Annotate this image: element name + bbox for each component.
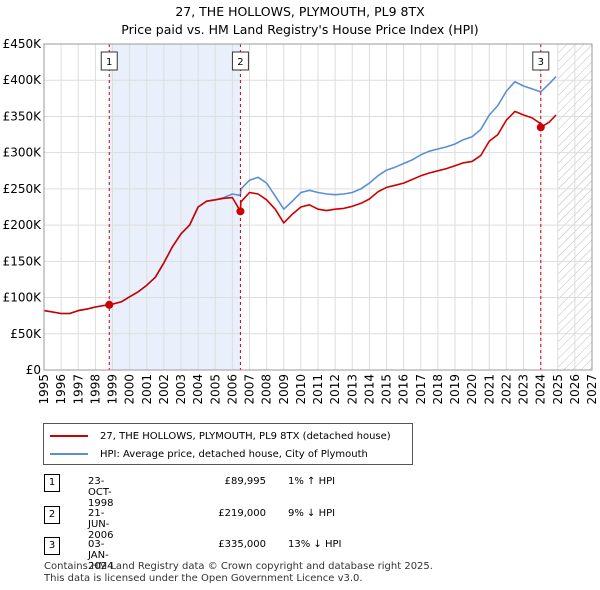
plot-frame [43,43,593,371]
x-tick-label: 2004 [191,374,205,405]
transaction-label-box [532,51,550,71]
x-tick-label: 1998 [88,374,102,405]
transaction-price: £219,000 [218,508,266,519]
y-tick-label: £300K [3,146,43,160]
x-tick-label: 1999 [106,374,120,405]
transaction-date: 03-JAN-2024 [88,539,114,572]
transaction-label: 3 [538,57,544,68]
transaction-hpi-delta: 13% ↓ HPI [288,539,342,550]
y-tick-label: £50K [10,327,42,341]
property-price-line [43,110,557,315]
footer-licence: This data is licensed under the Open Gov… [44,573,363,584]
price-chart: 1 2 3 £0 £50K £100K £150K £200K £250K £300K £350K… [3,37,599,405]
x-tick-label: 2025 [551,374,565,405]
transaction-point [236,207,245,216]
ownership-period-band [109,44,241,370]
x-tick-label: 2020 [465,374,479,405]
transaction-hpi-delta: 1% ↑ HPI [288,476,336,487]
x-tick-label: 2018 [431,374,445,405]
transaction-label-box [231,51,249,71]
y-tick-label: £100K [3,291,43,305]
x-tick-label: 2024 [534,374,548,405]
y-tick-label: £200K [3,218,43,232]
x-tick-label: 2011 [311,374,325,405]
transaction-date: 21-JUN-2006 [88,508,114,541]
x-tick-label: 2023 [517,374,531,405]
legend-label-property: 27, THE HOLLOWS, PLYMOUTH, PL9 8TX (deta… [100,430,391,442]
x-tick-label: 1995 [37,374,51,405]
x-tick-label: 2014 [362,374,376,405]
chart-subtitle: Price paid vs. HM Land Registry's House … [121,22,479,37]
chart-title: 27, THE HOLLOWS, PLYMOUTH, PL9 8TX [175,4,425,19]
transaction-label: 1 [106,57,112,68]
y-tick-label: £250K [3,182,43,196]
x-tick-label: 2012 [328,374,342,405]
x-tick-label: 2007 [243,374,257,405]
legend-swatch-property [50,435,88,437]
x-tick-label: 2001 [140,374,154,405]
transaction-date: 23-OCT-1998 [88,476,114,509]
transaction-badge: 2 [44,506,60,524]
footer-copyright: Contains HM Land Registry data © Crown c… [44,561,433,572]
transaction-price: £335,000 [218,539,266,550]
x-tick-label: 2016 [397,374,411,405]
x-tick-label: 2010 [294,374,308,405]
x-tick-label: 2000 [123,374,137,405]
legend: 27, THE HOLLOWS, PLYMOUTH, PL9 8TX (deta… [43,423,413,465]
x-tick-label: 2005 [208,374,222,405]
x-tick-label: 2022 [499,374,513,405]
x-tick-label: 2008 [260,374,274,405]
x-tick-label: 2017 [414,374,428,405]
x-tick-label: 2003 [174,374,188,405]
transaction-price: £89,995 [224,476,266,487]
x-tick-label: 2002 [157,374,171,405]
transaction-hpi-delta: 9% ↓ HPI [288,508,336,519]
x-tick-label: 2013 [345,374,359,405]
y-tick-label: £150K [3,254,43,268]
transaction-badge: 3 [44,537,60,555]
y-tick-label: £0 [26,363,41,377]
legend-swatch-hpi [50,453,88,455]
legend-item-hpi: HPI: Average price, detached house, City… [50,445,368,463]
transaction-point [536,123,545,132]
transaction-badge: 1 [44,474,60,492]
x-tick-label: 2026 [568,374,582,405]
x-tick-label: 2019 [448,374,462,405]
transaction-label: 2 [237,57,243,68]
legend-label-hpi: HPI: Average price, detached house, City… [100,448,368,460]
y-tick-label: £400K [3,73,43,87]
x-tick-label: 2015 [380,374,394,405]
x-tick-label: 2009 [277,374,291,405]
x-tick-label: 1996 [54,374,68,405]
transaction-point [105,300,114,309]
x-tick-label: 2006 [225,374,239,405]
transaction-label-box [100,51,118,71]
y-tick-label: £350K [3,109,43,123]
y-tick-label: £450K [3,37,43,51]
legend-item-property: 27, THE HOLLOWS, PLYMOUTH, PL9 8TX (deta… [50,427,391,445]
x-tick-label: 2021 [482,374,496,405]
x-tick-label: 1997 [71,374,85,405]
x-tick-label: 2027 [585,374,599,405]
